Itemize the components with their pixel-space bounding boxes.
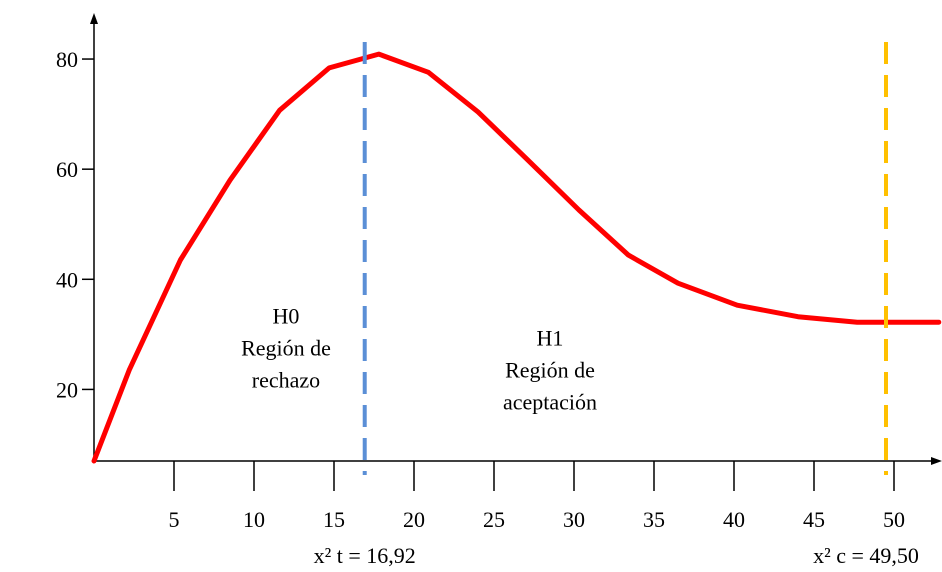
region-label: H1 (537, 325, 564, 350)
x-tick-label: 25 (483, 507, 505, 532)
x-tick-label: 5 (169, 507, 180, 532)
y-axis-arrow (90, 13, 98, 24)
x-tick-label: 20 (403, 507, 425, 532)
region-label: aceptación (503, 389, 597, 414)
x-axis-arrow (931, 457, 942, 465)
x-tick-label: 35 (643, 507, 665, 532)
region-label: Región de (505, 357, 595, 382)
x-tick-label: 10 (243, 507, 265, 532)
x-tick-label: 30 (563, 507, 585, 532)
curve (91, 51, 942, 464)
y-tick-label: 40 (56, 267, 78, 292)
region-label: H0 (273, 303, 300, 328)
x-tick-label: 15 (323, 507, 345, 532)
x-tick-label: 45 (803, 507, 825, 532)
critical-label: x² t = 16,92 (314, 543, 416, 568)
x-tick-label: 50 (883, 507, 905, 532)
x-tick-label: 40 (723, 507, 745, 532)
region-label: Región de (241, 335, 331, 360)
region-label: rechazo (252, 367, 320, 392)
critical-label: x² c = 49,50 (813, 543, 919, 568)
y-tick-label: 60 (56, 157, 78, 182)
y-tick-label: 80 (56, 47, 78, 72)
y-tick-label: 20 (56, 377, 78, 402)
